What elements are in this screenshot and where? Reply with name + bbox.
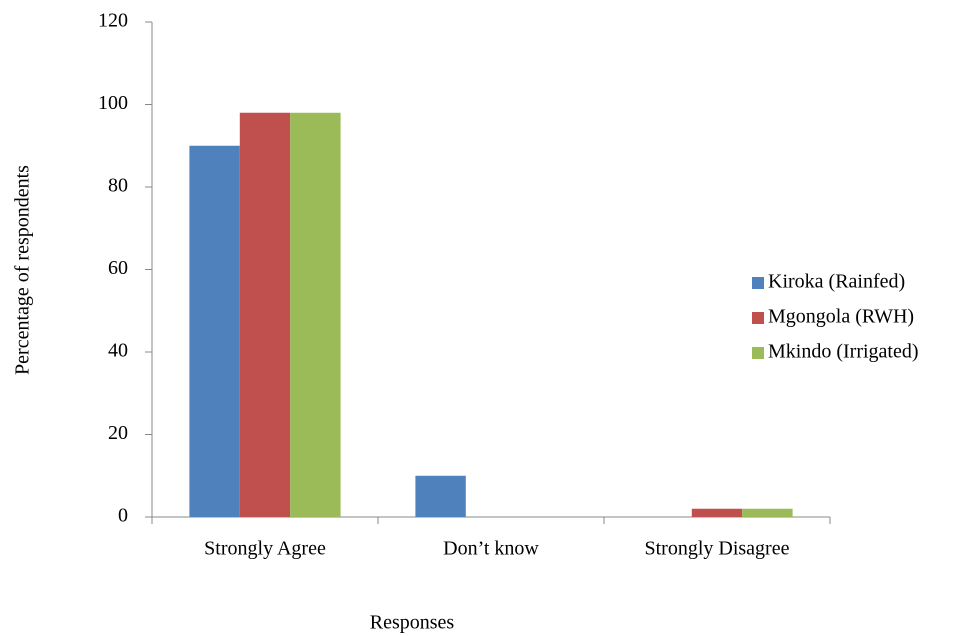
y-tick-label: 20 xyxy=(108,422,128,444)
x-tick-label: Don’t know xyxy=(443,538,539,560)
legend-label: Kiroka (Rainfed) xyxy=(768,271,905,293)
legend-swatch xyxy=(752,277,764,289)
x-tick-label: Strongly Disagree xyxy=(645,538,790,560)
legend-label: Mgongola (RWH) xyxy=(768,306,914,328)
bar xyxy=(415,475,466,517)
y-tick-label: 0 xyxy=(118,505,128,527)
legend-swatch xyxy=(752,312,764,324)
y-tick-label: 80 xyxy=(108,175,128,197)
legend-label: Mkindo (Irrigated) xyxy=(768,341,919,363)
y-tick-label: 100 xyxy=(98,92,128,114)
y-tick-label: 60 xyxy=(108,257,128,279)
bar xyxy=(189,145,240,517)
bar xyxy=(239,112,291,517)
y-tick-label: 40 xyxy=(108,340,128,362)
x-tick-label: Strongly Agree xyxy=(204,538,326,560)
x-axis-label: Responses xyxy=(370,612,455,634)
bar xyxy=(691,508,743,517)
bar xyxy=(742,508,793,517)
y-axis-label: Percentage of respondents xyxy=(12,165,34,375)
y-tick-label: 120 xyxy=(98,10,128,32)
bar xyxy=(290,112,341,517)
legend-swatch xyxy=(752,347,764,359)
